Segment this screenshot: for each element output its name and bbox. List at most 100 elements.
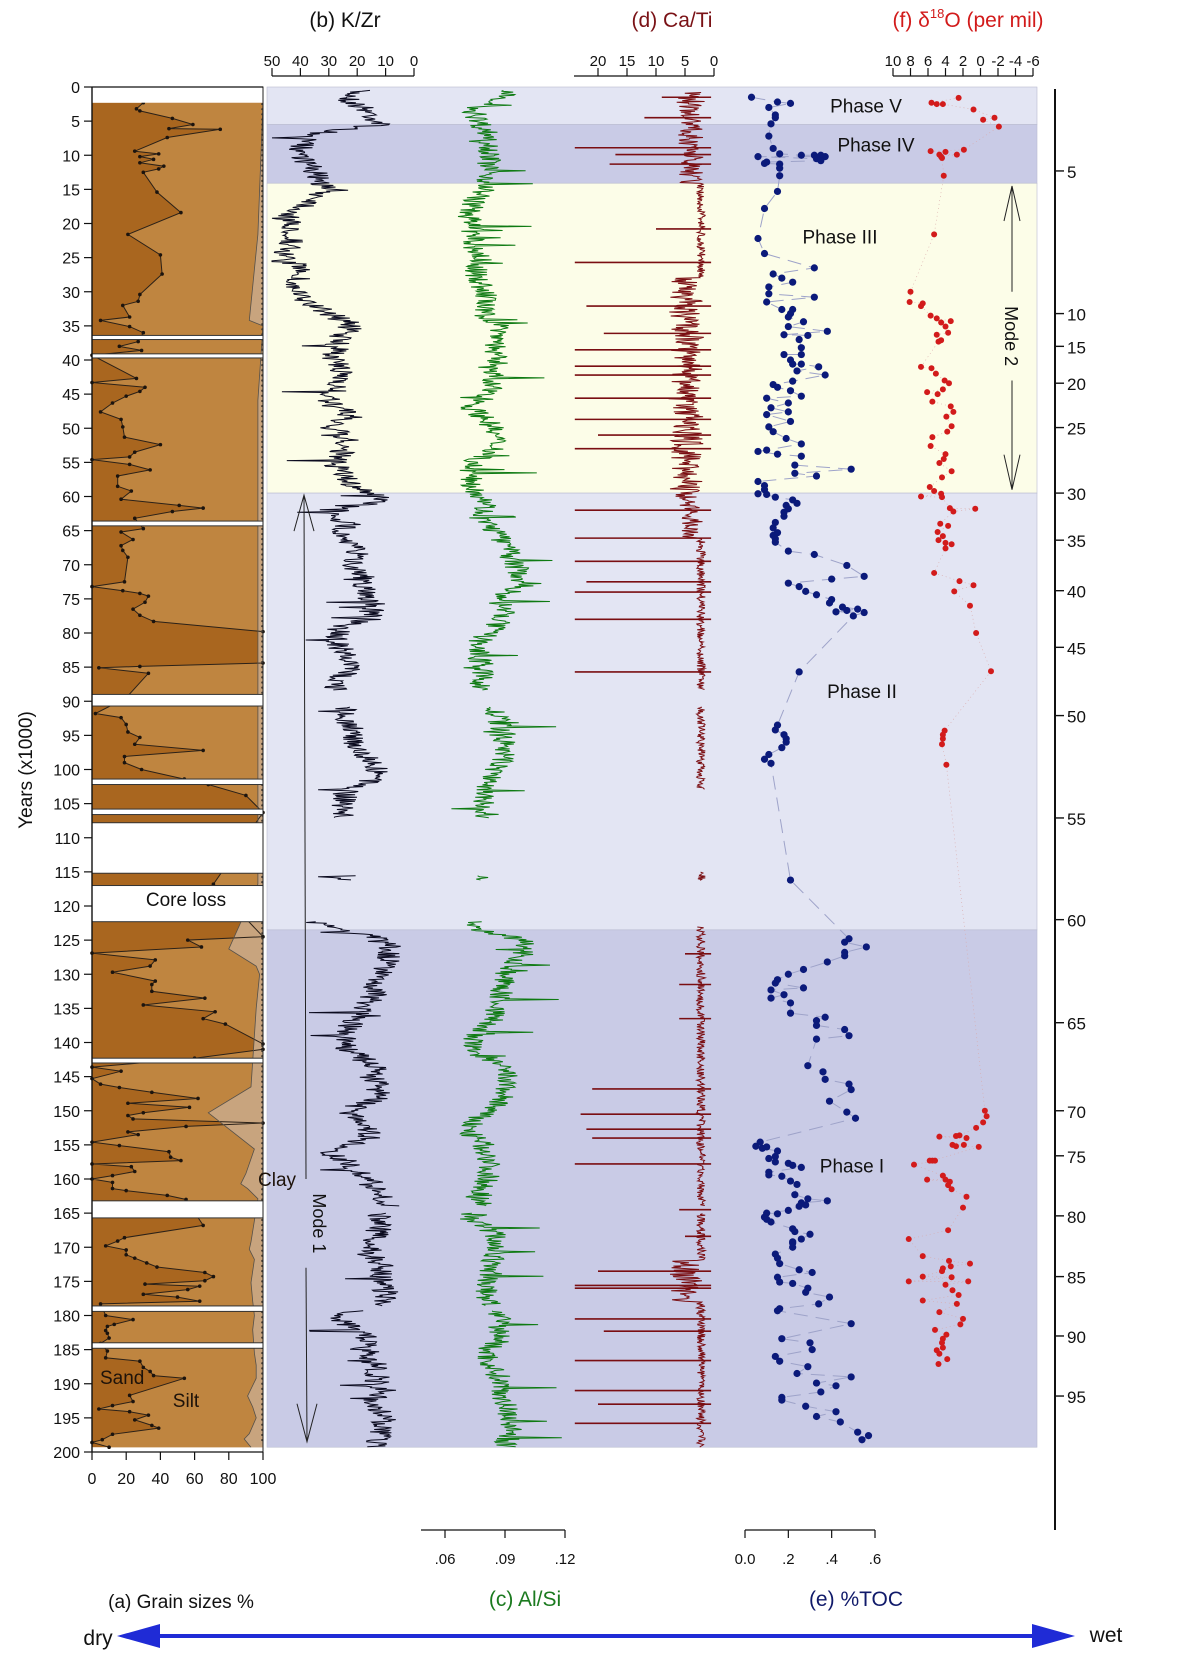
d18o-point (911, 1161, 917, 1168)
grain-point (201, 1016, 205, 1021)
y-tick-label: 20 (62, 217, 80, 234)
toc-point (789, 1279, 797, 1288)
grain-point (115, 484, 120, 489)
y-tick-label: 10 (62, 148, 80, 165)
grain-point (103, 1356, 108, 1360)
toc-point (789, 1161, 797, 1169)
toc-point (797, 440, 805, 448)
toc-point (754, 234, 762, 243)
grain-point (131, 537, 135, 542)
toc-point (799, 965, 808, 974)
y-tick-label: 15 (62, 182, 80, 199)
toc-point (763, 394, 771, 402)
sand-silt-line (90, 102, 265, 1448)
grain-point (134, 376, 139, 381)
d18o-point (941, 377, 948, 384)
grain-point (160, 272, 164, 276)
toc-point (789, 377, 797, 385)
toc-point (773, 1254, 782, 1262)
grain-point (150, 1090, 154, 1095)
grain-point (167, 1149, 171, 1154)
d18o-point (950, 508, 957, 515)
grain-point (115, 474, 120, 478)
y-tick-label: 85 (62, 660, 80, 677)
alsi-tick-label: .06 (435, 1551, 456, 1568)
grain-point (119, 1069, 123, 1073)
toc-point (815, 1300, 823, 1308)
d18o-point (960, 1141, 967, 1148)
grain-point (143, 385, 147, 390)
toc-point (812, 1412, 821, 1421)
grain-point (126, 232, 130, 237)
toc-point (780, 991, 788, 999)
d18o-point (944, 428, 951, 435)
grain-point (191, 122, 195, 127)
toc-point (812, 1379, 821, 1387)
d18o-point (940, 172, 947, 179)
phase-band (266, 492, 1038, 931)
d18o-point (942, 451, 949, 458)
grain-point (223, 1022, 228, 1026)
grain-point (141, 1292, 146, 1297)
toc-point (858, 1436, 866, 1444)
core-gap (91, 1305, 264, 1312)
toc-point (776, 150, 784, 158)
d18o-point (906, 298, 913, 305)
y-tick-label: 165 (53, 1206, 80, 1223)
toc-point (812, 1021, 821, 1030)
grain-point (138, 160, 142, 165)
toc-point (786, 999, 795, 1007)
grain-point (153, 958, 158, 962)
d18o-point (939, 1268, 945, 1275)
toc-point (851, 1114, 860, 1122)
toc-point (769, 428, 777, 436)
y-tick-label: 170 (53, 1240, 80, 1257)
y-tick-label: 155 (53, 1138, 80, 1155)
toc-point (802, 1288, 810, 1296)
d18o-point (940, 455, 947, 462)
core-gap (91, 334, 264, 341)
d18o-point (918, 493, 924, 500)
grain-point (119, 417, 123, 422)
d18o-point (973, 1124, 980, 1131)
toc-point (773, 187, 782, 196)
toc-point (765, 103, 773, 112)
toc-point (760, 249, 769, 258)
grain-point (170, 509, 175, 514)
d18o-point (960, 146, 967, 153)
grain-point (126, 730, 130, 734)
d18o-point (942, 539, 949, 546)
toc-point (771, 1158, 779, 1166)
grain-point (143, 600, 147, 605)
toc-point (815, 363, 823, 371)
d18o-point (980, 116, 987, 123)
phase-label: Phase V (830, 96, 902, 117)
depth-tick-label: 45 (1067, 639, 1086, 658)
toc-point (786, 876, 795, 884)
toc-point (797, 392, 805, 400)
toc-point (823, 1197, 831, 1205)
toc-point (767, 759, 775, 767)
wet-label: wet (1089, 1624, 1123, 1647)
toc-point (771, 726, 779, 734)
d18o-point (948, 1274, 955, 1281)
toc-point (780, 512, 788, 520)
toc-point (836, 1418, 844, 1426)
toc-point (821, 371, 829, 379)
phase-label: Phase IV (837, 135, 914, 156)
d18o-panel (905, 94, 1002, 1367)
d18o-point (933, 315, 940, 322)
d18o-point (991, 114, 998, 121)
d18o-point (949, 1287, 956, 1294)
d18o-point (983, 1113, 990, 1120)
toc-point (797, 360, 805, 368)
toc-point (747, 93, 756, 101)
d18o-point (947, 403, 954, 410)
toc-point (806, 1230, 814, 1238)
d18o-point (934, 528, 941, 535)
y-tick-label: 175 (53, 1274, 80, 1291)
grain-point (138, 664, 142, 669)
toc-point (804, 331, 812, 340)
d18o-tick-label: -2 (991, 53, 1004, 70)
grain-point (138, 613, 142, 618)
